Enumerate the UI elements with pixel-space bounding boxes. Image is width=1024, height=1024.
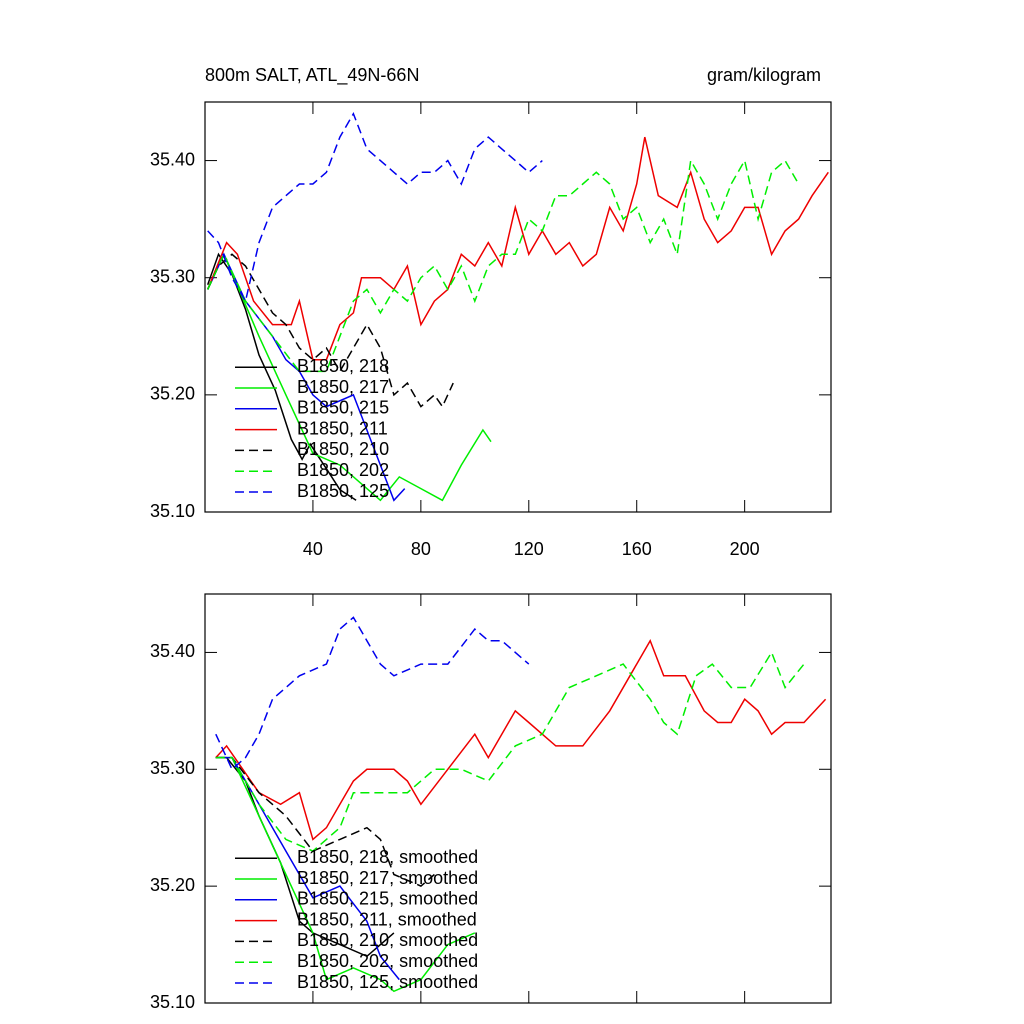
series-line	[207, 111, 543, 304]
y-tick-label: 35.20	[150, 875, 195, 895]
y-tick-label: 35.10	[150, 992, 195, 1012]
x-tick-label: 160	[622, 539, 652, 559]
legend-label: B1850, 125, smoothed	[297, 972, 478, 992]
series-line	[215, 756, 395, 958]
legend-label: B1850, 217, smoothed	[297, 868, 478, 888]
series-line	[207, 158, 800, 373]
legend-label: B1850, 215	[297, 398, 389, 418]
legend-label: B1850, 211, smoothed	[297, 909, 477, 929]
x-tick-label: 80	[411, 539, 431, 559]
legend-label: B1850, 125	[297, 481, 389, 501]
plot-frame	[204, 101, 832, 513]
x-tick-label: 120	[514, 539, 544, 559]
y-tick-label: 35.10	[150, 501, 195, 521]
units-label: gram/kilogram	[707, 65, 821, 85]
legend-label: B1850, 211	[297, 418, 388, 438]
y-tick-label: 35.30	[150, 266, 195, 286]
series-line	[215, 756, 435, 887]
series-line	[215, 650, 805, 852]
series-line	[207, 252, 492, 502]
legend-label: B1850, 210, smoothed	[297, 930, 478, 950]
legend-label: B1850, 210	[297, 439, 389, 459]
legend-label: B1850, 217	[297, 377, 389, 397]
x-tick-label: 40	[303, 539, 323, 559]
plot-frame	[204, 593, 832, 1004]
y-tick-label: 35.40	[150, 641, 195, 661]
y-tick-label: 35.30	[150, 758, 195, 778]
series-line	[215, 638, 827, 841]
legend-label: B1850, 218, smoothed	[297, 847, 478, 867]
series-line	[215, 756, 476, 993]
chart-title: 800m SALT, ATL_49N-66N	[205, 65, 419, 86]
series-line	[215, 616, 530, 771]
legend-label: B1850, 215, smoothed	[297, 889, 478, 909]
series-line	[207, 136, 829, 361]
legend-label: B1850, 218	[297, 356, 389, 376]
series-line	[207, 253, 454, 409]
x-tick-label: 200	[730, 539, 760, 559]
y-tick-label: 35.20	[150, 384, 195, 404]
legend-label: B1850, 202	[297, 460, 389, 480]
legend-label: B1850, 202, smoothed	[297, 951, 478, 971]
y-tick-label: 35.40	[150, 149, 195, 169]
